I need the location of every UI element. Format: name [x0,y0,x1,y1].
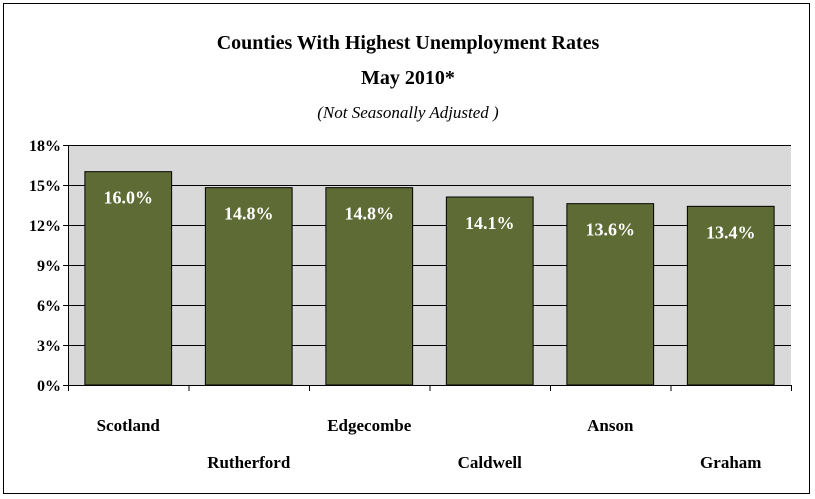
chart-frame: Counties With Highest Unemployment Rates… [3,3,810,494]
category-label: Scotland [97,416,161,435]
chart-title: Counties With Highest Unemployment Rates [217,32,600,54]
bar [84,171,173,386]
data-label: 16.0% [104,188,154,208]
chart-subtitle: (Not Seasonally Adjusted ) [317,103,499,122]
bar-chart: Counties With Highest Unemployment Rates… [29,32,792,472]
y-tick-label: 0% [37,378,61,395]
y-tick-label: 18% [29,138,61,155]
category-labels: Scotland Rutherford Edgecombe Caldwell Anson… [97,416,762,472]
category-label: Caldwell [458,453,523,472]
axes [63,145,792,391]
bar [686,205,775,386]
data-label: 14.8% [345,204,395,224]
y-tick-label: 3% [37,338,61,355]
value-labels: 16.0% 14.8% 14.8% 14.1% 13.6% 13.4% [104,188,756,243]
bars [84,171,775,386]
gridlines [68,145,791,346]
data-label: 14.8% [224,204,274,224]
y-tick-label: 12% [29,218,61,235]
data-label: 14.1% [465,213,515,233]
data-label: 13.4% [706,222,756,242]
chart-title-line2: May 2010* [361,67,455,89]
category-label: Graham [700,453,761,472]
category-label: Edgecombe [327,416,412,435]
category-label: Rutherford [207,453,291,472]
y-tick-label: 9% [37,258,61,275]
category-label: Anson [587,416,634,435]
y-tick-label: 15% [29,178,61,195]
y-tick-labels: 0% 3% 6% 9% 12% 15% 18% [29,138,61,395]
y-tick-label: 6% [37,298,61,315]
data-label: 13.6% [586,220,636,240]
